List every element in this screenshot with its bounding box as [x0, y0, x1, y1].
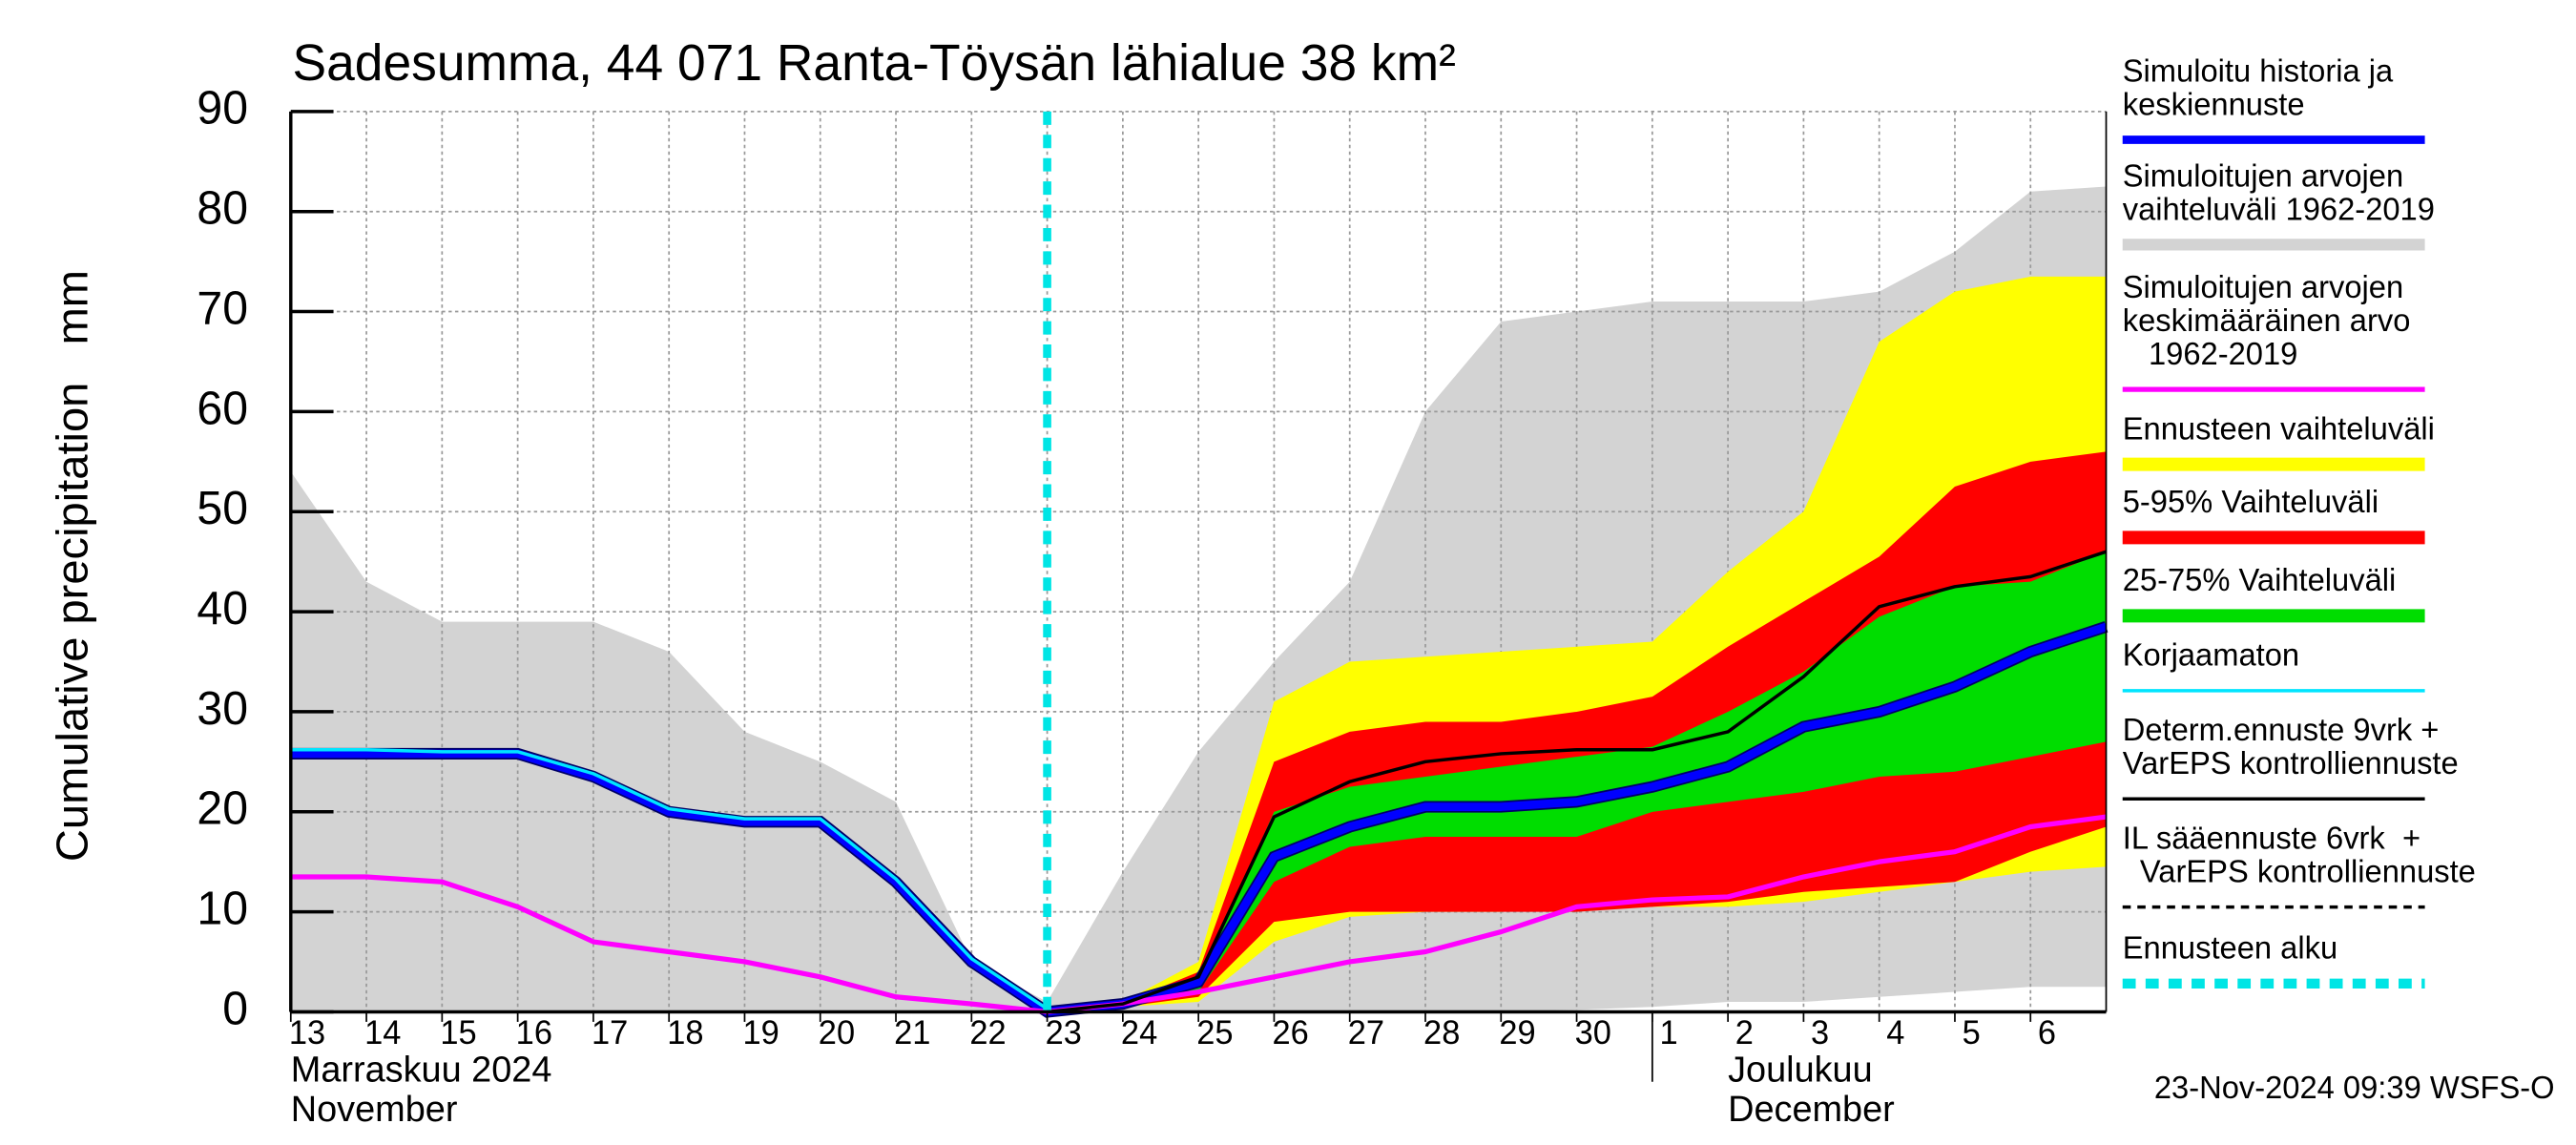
legend-label: keskimääräinen arvo: [2123, 302, 2411, 338]
x-tick-label: 15: [440, 1015, 476, 1051]
legend-label: VarEPS kontrolliennuste: [2123, 853, 2476, 888]
legend-label: 1962-2019: [2123, 336, 2298, 371]
footer: 23-Nov-2024 09:39 WSFS-O: [2154, 1070, 2555, 1105]
x-tick-label: 22: [969, 1015, 1006, 1051]
month-label: December: [1728, 1089, 1895, 1130]
x-tick-label: 25: [1196, 1015, 1233, 1051]
x-tick-label: 30: [1575, 1015, 1611, 1051]
x-tick-label: 26: [1272, 1015, 1308, 1051]
series-line: [1047, 550, 2108, 1014]
x-tick-label: 24: [1121, 1015, 1157, 1051]
x-tick-label: 13: [289, 1015, 325, 1051]
series-line: [290, 748, 1049, 1010]
x-tick-label: 17: [592, 1015, 628, 1051]
month-label: Joulukuu: [1728, 1049, 1873, 1090]
x-tick-label: 1: [1659, 1015, 1677, 1051]
y-tick-label: 70: [197, 282, 248, 334]
series-line: [290, 622, 2108, 1016]
x-tick-label: 20: [819, 1015, 855, 1051]
series-line: [290, 814, 2107, 1015]
x-tick-label: 21: [894, 1015, 930, 1051]
x-tick-label: 18: [667, 1015, 703, 1051]
legend-label: Ennusteen alku: [2123, 929, 2337, 965]
x-tick-label: 28: [1423, 1015, 1460, 1051]
legend-label: Ennusteen vaihteluväli: [2123, 410, 2435, 446]
y-tick-label: 0: [222, 983, 248, 1034]
x-tick-label: 5: [1963, 1015, 1981, 1051]
legend-label: vaihteluväli 1962-2019: [2123, 191, 2435, 226]
legend-label: Korjaamaton: [2123, 637, 2299, 673]
legend-label: 25-75% Vaihteluväli: [2123, 562, 2397, 597]
y-tick-label: 30: [197, 683, 248, 735]
legend-label: 5-95% Vaihteluväli: [2123, 484, 2379, 519]
y-tick-label: 90: [197, 82, 248, 134]
x-tick-label: 29: [1499, 1015, 1535, 1051]
x-tick-label: 2: [1735, 1015, 1754, 1051]
x-tick-label: 3: [1811, 1015, 1829, 1051]
x-tick-label: 19: [743, 1015, 779, 1051]
y-tick-label: 80: [197, 182, 248, 234]
chart-title: Sadesumma, 44 071 Ranta-Töysän lähialue …: [293, 34, 1456, 92]
legend-label: Simuloitu historia ja: [2123, 52, 2394, 88]
y-tick-label: 20: [197, 782, 248, 834]
x-tick-label: 16: [516, 1015, 552, 1051]
y-axis-label: Cumulative precipitation mm: [48, 270, 97, 862]
legend-label: IL sääennuste 6vrk +: [2123, 820, 2420, 855]
x-tick-label: 4: [1886, 1015, 1904, 1051]
month-label: Marraskuu 2024: [291, 1049, 552, 1090]
legend-label: VarEPS kontrolliennuste: [2123, 745, 2459, 781]
x-tick-label: 23: [1046, 1015, 1082, 1051]
legend-label: keskiennuste: [2123, 86, 2305, 121]
y-tick-label: 40: [197, 583, 248, 635]
x-tick-label: 14: [364, 1015, 401, 1051]
range-band: [1047, 552, 2107, 1012]
y-tick-label: 10: [197, 883, 248, 934]
x-tick-label: 6: [2038, 1015, 2056, 1051]
x-tick-label: 27: [1348, 1015, 1384, 1051]
month-label: November: [291, 1089, 458, 1130]
legend-label: Determ.ennuste 9vrk +: [2123, 712, 2440, 747]
y-tick-label: 60: [197, 383, 248, 434]
legend-label: Simuloitujen arvojen: [2123, 269, 2403, 304]
legend-label: Simuloitujen arvojen: [2123, 157, 2403, 193]
y-tick-label: 50: [197, 483, 248, 534]
